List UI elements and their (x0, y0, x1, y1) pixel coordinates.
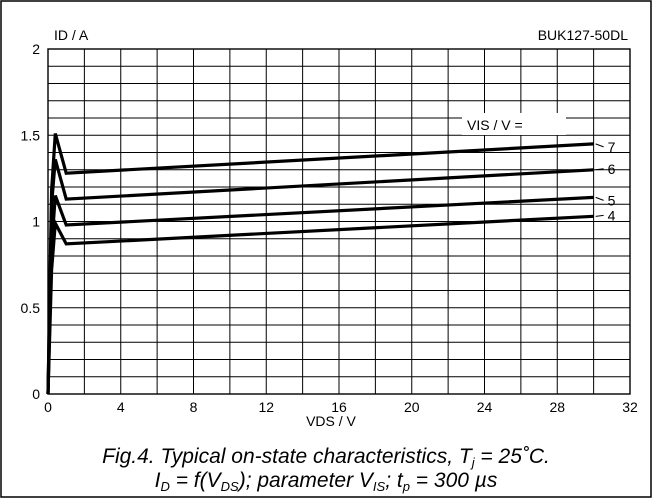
legend-title: VIS / V = (467, 117, 523, 133)
series-label-4: 4 (608, 207, 616, 223)
x-tick-label: 28 (549, 399, 565, 415)
series-layer: 7 6 54 (46, 133, 616, 395)
series-label-leader (595, 196, 604, 201)
series-label-leader (595, 143, 604, 148)
series-label-5: 5 (608, 192, 616, 208)
figure-caption-line1: Fig.4. Typical on-state characteristics,… (102, 445, 550, 470)
x-tick-label: 8 (190, 399, 198, 415)
y-tick-label: 2 (32, 41, 40, 57)
series-label-leader (595, 168, 604, 171)
x-tick-label: 0 (44, 399, 52, 415)
y-tick-label: 0.5 (21, 300, 41, 316)
series-label-7: 7 (608, 139, 616, 155)
y-axis-label: ID / A (54, 27, 89, 43)
ticks-layer: 0 4 8 12 16 20 24 28 32 0 0.5 1 1.5 2 (21, 41, 638, 415)
x-tick-label: 24 (477, 399, 493, 415)
x-tick-label: 20 (404, 399, 420, 415)
y-tick-label: 1 (32, 214, 40, 230)
y-tick-label: 0 (32, 386, 40, 402)
series-line-4 (46, 214, 594, 395)
x-axis-label: VDS / V (306, 413, 356, 429)
plot-area (47, 48, 631, 395)
grid (48, 49, 630, 394)
x-tick-label: 4 (117, 399, 125, 415)
part-number: BUK127-50DL (538, 27, 628, 43)
x-tick-label: 12 (258, 399, 274, 415)
x-tick-label: 16 (331, 399, 347, 415)
x-tick-label: 32 (622, 399, 638, 415)
figure-caption-line2: ID = f(VDS); parameter VIS; tp = 300 µs (154, 469, 498, 494)
series-label-6: 6 (608, 161, 616, 177)
series-label-leader (595, 214, 604, 217)
y-tick-label: 1.5 (21, 127, 41, 143)
legend-background (462, 113, 566, 135)
